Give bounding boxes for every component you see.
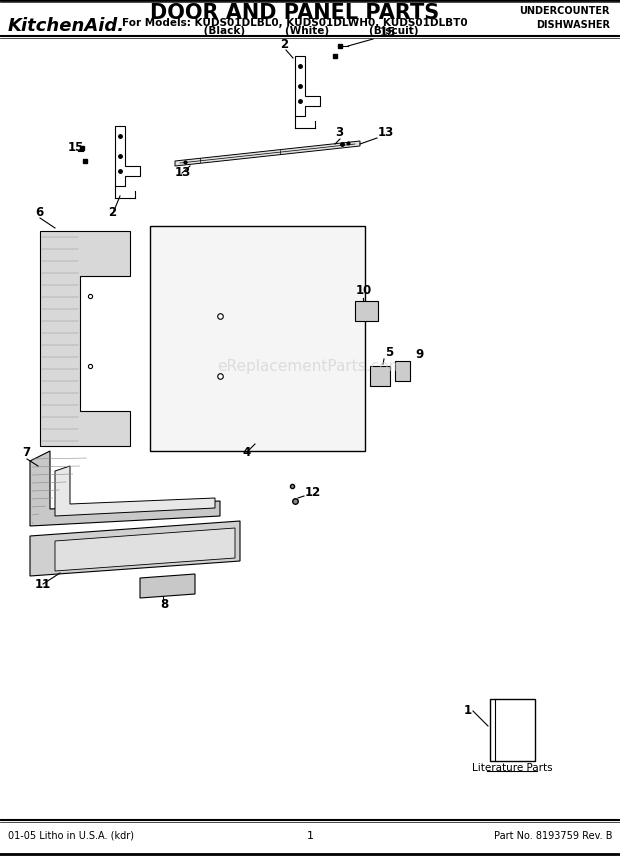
- Text: DOOR AND PANEL PARTS: DOOR AND PANEL PARTS: [151, 3, 440, 23]
- Text: 4: 4: [242, 446, 250, 459]
- Polygon shape: [40, 231, 130, 446]
- Bar: [150, 226, 365, 451]
- Bar: [490, 699, 535, 761]
- Text: 3: 3: [335, 126, 343, 139]
- Text: 7: 7: [22, 446, 30, 459]
- Polygon shape: [30, 521, 240, 576]
- Polygon shape: [30, 451, 220, 526]
- Text: 11: 11: [35, 578, 51, 591]
- Text: 6: 6: [35, 206, 43, 219]
- Text: KitchenAid.: KitchenAid.: [8, 17, 125, 35]
- Text: 9: 9: [415, 348, 423, 361]
- Text: For Models: KUDS01DLBL0, KUDS01DLWH0, KUDS01DLBT0: For Models: KUDS01DLBL0, KUDS01DLWH0, KU…: [122, 18, 468, 28]
- Text: 15: 15: [68, 141, 84, 154]
- Text: 13: 13: [378, 126, 394, 139]
- Polygon shape: [55, 528, 235, 571]
- Polygon shape: [175, 141, 360, 166]
- Polygon shape: [355, 301, 378, 321]
- Polygon shape: [395, 361, 410, 381]
- Text: Part No. 8193759 Rev. B: Part No. 8193759 Rev. B: [494, 831, 612, 841]
- Polygon shape: [55, 466, 215, 516]
- Text: 1: 1: [464, 704, 472, 717]
- Text: (Black)           (White)           (Biscuit): (Black) (White) (Biscuit): [171, 26, 418, 36]
- Text: 8: 8: [160, 598, 168, 611]
- Text: UNDERCOUNTER
DISHWASHER: UNDERCOUNTER DISHWASHER: [520, 6, 610, 30]
- Text: 15: 15: [380, 26, 396, 39]
- Text: 1: 1: [306, 831, 314, 841]
- Text: 12: 12: [305, 486, 321, 499]
- Text: 2: 2: [108, 206, 116, 219]
- Text: 13: 13: [175, 166, 191, 179]
- Text: 01-05 Litho in U.S.A. (kdr): 01-05 Litho in U.S.A. (kdr): [8, 831, 134, 841]
- Text: 5: 5: [385, 346, 393, 359]
- Text: eReplacementParts.com: eReplacementParts.com: [217, 359, 403, 373]
- Polygon shape: [140, 574, 195, 598]
- Text: 2: 2: [280, 38, 288, 51]
- Polygon shape: [370, 366, 390, 386]
- Text: 10: 10: [356, 284, 372, 297]
- Text: Literature Parts: Literature Parts: [472, 763, 552, 773]
